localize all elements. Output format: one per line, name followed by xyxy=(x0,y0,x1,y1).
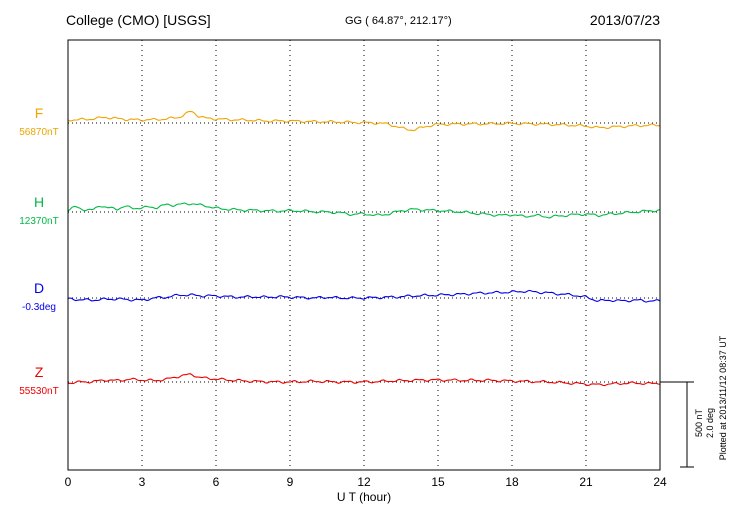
scalebar-nt-label: 500 nT xyxy=(694,408,704,437)
plot-border xyxy=(67,39,661,471)
series-label-D: D -0.3deg xyxy=(10,280,68,314)
series-name-D: D xyxy=(33,280,45,296)
series-label-Z: Z 55530nT xyxy=(10,364,68,398)
series-label-H: H 12370nT xyxy=(10,194,68,228)
scalebar-deg-label: 2.0 deg xyxy=(705,408,715,438)
series-label-F: F 56870nT xyxy=(10,105,68,139)
trace-Z xyxy=(67,373,661,387)
trace-F xyxy=(67,110,661,132)
series-name-F: F xyxy=(34,105,44,121)
plot-date: 2013/07/23 xyxy=(589,12,660,28)
series-name-H: H xyxy=(33,194,45,210)
x-tick-label: 18 xyxy=(505,475,519,489)
x-tick-label: 15 xyxy=(431,475,445,489)
x-tick-label: 6 xyxy=(213,475,220,489)
trace-H xyxy=(67,202,661,219)
x-axis-label: U T (hour) xyxy=(336,490,392,504)
series-baseline-Z: 55530nT xyxy=(19,386,59,397)
x-tick-label: 0 xyxy=(65,475,72,489)
series-baseline-F: 56870nT xyxy=(19,127,59,138)
observatory-title: College (CMO) [USGS] xyxy=(66,12,211,28)
plotted-timestamp: Plotted at 2013/11/12 08:37 UT xyxy=(718,335,728,460)
trace-D xyxy=(67,289,661,303)
x-tick-label: 24 xyxy=(653,475,667,489)
x-tick-label: 9 xyxy=(287,475,294,489)
geographic-coords: GG ( 64.87°, 212.17°) xyxy=(345,15,452,27)
series-baseline-D: -0.3deg xyxy=(22,302,56,313)
x-tick-label: 21 xyxy=(579,475,593,489)
x-tick-label: 3 xyxy=(139,475,146,489)
series-baseline-H: 12370nT xyxy=(19,216,59,227)
series-name-Z: Z xyxy=(34,364,44,380)
x-tick-label: 12 xyxy=(357,475,371,489)
